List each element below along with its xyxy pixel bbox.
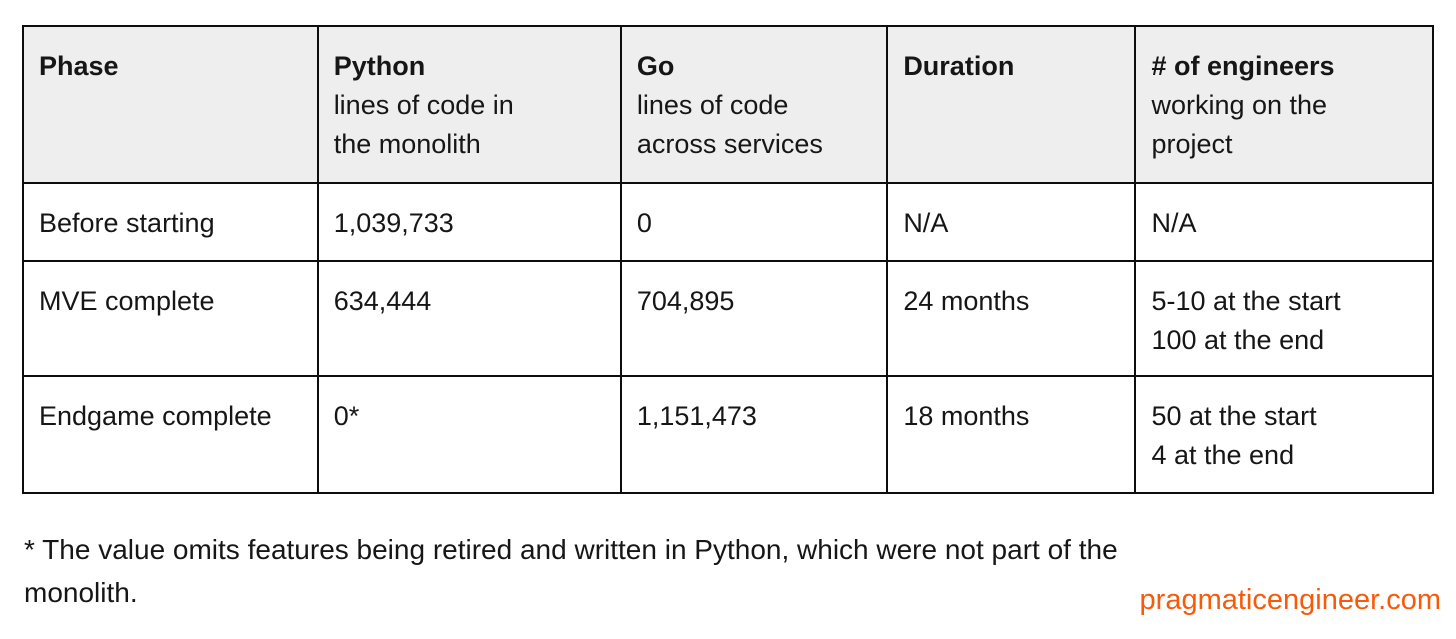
column-title: Duration <box>903 51 1015 81</box>
table-header-row: Phase Python lines of code in the monoli… <box>22 25 1434 184</box>
cell-duration: 18 months <box>886 375 1137 494</box>
column-header-phase: Phase <box>22 25 319 184</box>
column-title: # of engineers <box>1151 51 1335 81</box>
cell-go-loc: 704,895 <box>619 260 889 377</box>
column-title: Phase <box>39 51 119 81</box>
cell-engineers: N/A <box>1134 182 1434 262</box>
cell-duration: 24 months <box>886 260 1137 377</box>
column-subtitle: working on the project <box>1151 90 1328 160</box>
table-row-before-starting: Before starting 1,039,733 0 N/A N/A <box>22 182 1434 262</box>
column-subtitle: lines of code across services <box>636 90 823 160</box>
cell-go-loc: 1,151,473 <box>619 375 889 494</box>
cell-engineers: 5-10 at the start 100 at the end <box>1134 260 1434 377</box>
cell-phase: MVE complete <box>22 260 319 377</box>
cell-python-loc: 0* <box>316 375 622 494</box>
watermark-link: pragmaticengineer.com <box>1139 584 1441 616</box>
cell-phase: Before starting <box>22 182 319 262</box>
column-header-duration: Duration <box>886 25 1137 184</box>
migration-table: Phase Python lines of code in the monoli… <box>22 25 1434 494</box>
cell-engineers: 50 at the start 4 at the end <box>1134 375 1434 494</box>
cell-python-loc: 1,039,733 <box>316 182 622 262</box>
column-header-python: Python lines of code in the monolith <box>316 25 622 184</box>
column-subtitle: lines of code in the monolith <box>333 90 514 160</box>
cell-phase: Endgame complete <box>22 375 319 494</box>
table-row-mve-complete: MVE complete 634,444 704,895 24 months 5… <box>22 260 1434 377</box>
footnote: * The value omits features being retired… <box>24 534 1118 609</box>
column-header-engineers: # of engineers working on the project <box>1134 25 1434 184</box>
cell-go-loc: 0 <box>619 182 889 262</box>
column-title: Go <box>636 51 675 81</box>
column-header-go: Go lines of code across services <box>619 25 889 184</box>
cell-python-loc: 634,444 <box>316 260 622 377</box>
table-row-endgame-complete: Endgame complete 0* 1,151,473 18 months … <box>22 375 1434 494</box>
column-title: Python <box>333 51 426 81</box>
cell-duration: N/A <box>886 182 1137 262</box>
